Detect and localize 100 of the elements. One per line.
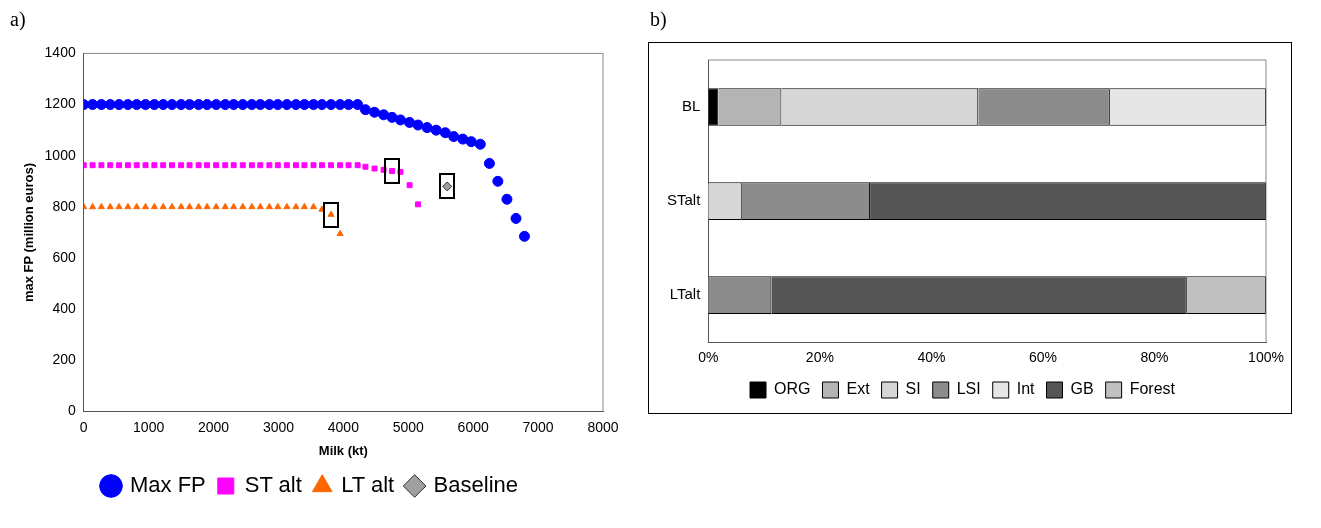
point xyxy=(133,202,141,210)
point xyxy=(157,99,169,111)
point xyxy=(510,212,522,224)
point xyxy=(89,162,96,169)
x-tick-label: 4000 xyxy=(327,418,360,435)
x-tick-label: 100% xyxy=(1248,349,1284,366)
point xyxy=(501,193,513,205)
point xyxy=(281,99,293,111)
legend-label: GB xyxy=(1070,380,1094,398)
point xyxy=(465,136,477,148)
x-tick-label: 0 xyxy=(79,418,88,435)
x-tick-label: 7000 xyxy=(522,418,554,435)
point xyxy=(274,162,281,169)
legend-label: LSI xyxy=(956,380,981,398)
point xyxy=(195,162,202,169)
point xyxy=(369,106,381,118)
point xyxy=(222,162,229,169)
point xyxy=(107,162,114,169)
y-axis-title: max FP (million euros) xyxy=(21,162,37,303)
legend-label: ST alt xyxy=(244,472,302,498)
y-tick-label: 200 xyxy=(52,351,76,368)
point xyxy=(212,202,220,210)
point xyxy=(150,202,158,210)
point xyxy=(142,162,149,169)
point xyxy=(248,162,255,169)
chart-title: a) xyxy=(10,8,27,32)
point xyxy=(430,124,442,136)
point xyxy=(325,99,337,111)
point xyxy=(106,202,114,210)
point xyxy=(293,162,299,169)
point xyxy=(159,202,167,210)
legend-label: Forest xyxy=(1129,380,1176,398)
y-tick-label: STalt xyxy=(666,191,702,209)
x-tick-label: 2000 xyxy=(197,418,230,435)
point xyxy=(237,99,249,111)
y-tick-label: 400 xyxy=(52,300,76,317)
point xyxy=(97,202,105,210)
point xyxy=(210,99,222,111)
legend-label: Baseline xyxy=(433,472,519,498)
point xyxy=(316,99,328,111)
point xyxy=(359,104,371,116)
point xyxy=(337,162,344,169)
point xyxy=(415,201,421,208)
point xyxy=(166,99,178,111)
point xyxy=(230,202,238,210)
x-tick-label: 6000 xyxy=(457,418,489,435)
legend-label: Int xyxy=(1016,380,1036,398)
point xyxy=(309,202,318,210)
point xyxy=(352,99,364,111)
x-tick-label: 40% xyxy=(917,349,946,366)
point xyxy=(412,119,424,131)
point xyxy=(115,202,123,210)
chart-title: b) xyxy=(650,8,668,32)
legend-label: ORG xyxy=(774,380,811,398)
point xyxy=(124,162,131,169)
point xyxy=(89,202,97,210)
point xyxy=(272,99,284,111)
point xyxy=(274,202,282,210)
point xyxy=(248,202,256,210)
x-tick-label: 80% xyxy=(1140,349,1169,366)
y-tick-label: 1400 xyxy=(44,44,76,61)
point xyxy=(283,202,291,210)
x-tick-label: 3000 xyxy=(262,418,295,435)
point xyxy=(283,162,290,169)
point xyxy=(483,157,495,169)
point xyxy=(336,229,344,237)
point xyxy=(257,162,264,169)
x-axis-title: Milk (kt) xyxy=(318,442,368,458)
point xyxy=(448,131,460,143)
legend-label: Max FP xyxy=(129,472,206,498)
point xyxy=(98,162,105,169)
point xyxy=(318,162,325,169)
point xyxy=(492,175,504,187)
point xyxy=(421,122,433,134)
point xyxy=(195,202,203,210)
y-tick-label: BL xyxy=(681,97,701,115)
point xyxy=(178,162,185,169)
point xyxy=(518,230,530,242)
point xyxy=(371,165,378,172)
point xyxy=(239,162,246,169)
point xyxy=(300,202,308,210)
point xyxy=(177,202,185,210)
point xyxy=(169,162,175,169)
x-tick-label: 5000 xyxy=(392,418,425,435)
point xyxy=(168,202,176,210)
y-tick-label: 1200 xyxy=(44,95,76,112)
point xyxy=(160,162,167,169)
point xyxy=(328,162,335,169)
point xyxy=(203,202,211,210)
point xyxy=(133,162,140,169)
point xyxy=(266,162,273,169)
point xyxy=(301,162,308,169)
point xyxy=(265,202,273,210)
point xyxy=(256,202,264,210)
point xyxy=(204,162,211,169)
point xyxy=(394,114,406,126)
legend-label: Ext xyxy=(846,380,871,398)
point xyxy=(292,202,300,210)
y-tick-label: 800 xyxy=(52,197,76,214)
point xyxy=(362,163,369,170)
